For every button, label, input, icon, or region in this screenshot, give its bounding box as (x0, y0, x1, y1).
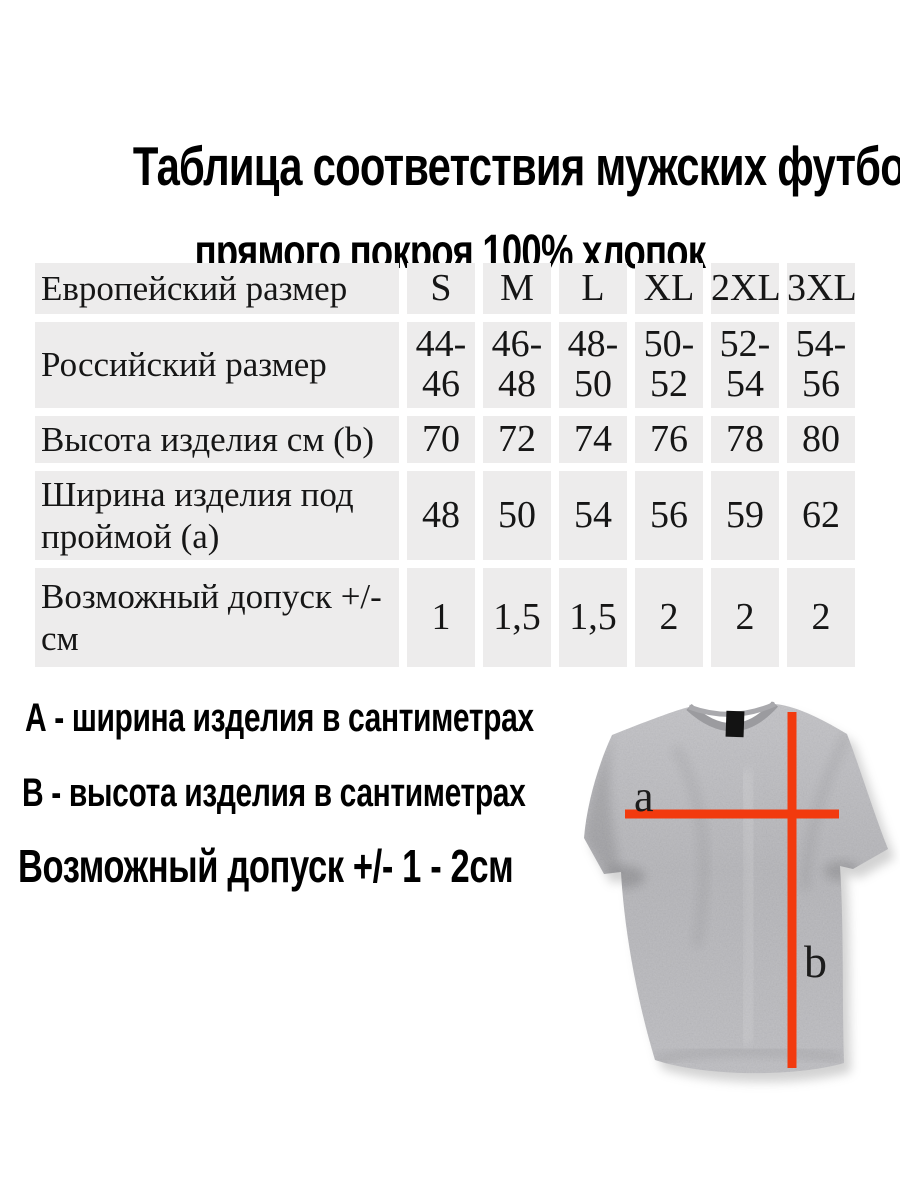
collar-tag (725, 710, 745, 738)
height-measure-label: b (804, 936, 827, 987)
table-row-tolerance: Возможный допуск +/- см 1 1,5 1,5 2 2 2 (35, 568, 855, 667)
cell-euro-2xl: 2XL (711, 263, 781, 314)
cell-rus-s: 44-46 (407, 322, 475, 408)
cell-width-xl: 56 (635, 471, 703, 560)
cell-euro-l: L (559, 263, 627, 314)
cell-height-xl: 76 (635, 416, 703, 463)
legend-tolerance: Возможный допуск +/- 1 - 2см (18, 839, 678, 893)
table-row-width: Ширина изделия под проймой (a) 48 50 54 … (35, 471, 855, 560)
table-row-euro-size: Европейский размер S M L XL 2XL 3XL (35, 263, 857, 314)
cell-tol-xl: 2 (635, 568, 703, 667)
legend-height-text: В - высота изделия в сантиметрах (22, 771, 526, 815)
legend-height: В - высота изделия в сантиметрах (22, 771, 693, 816)
cell-tol-l: 1,5 (559, 568, 627, 667)
cell-rus-m: 46-48 (483, 322, 551, 408)
row-label: Ширина изделия под проймой (a) (35, 471, 399, 560)
width-measure-label: a (634, 772, 654, 821)
table-row-height: Высота изделия см (b) 70 72 74 76 78 80 (35, 416, 855, 463)
size-table: Европейский размер S M L XL 2XL 3XL Росс… (27, 255, 863, 675)
cell-rus-3xl: 54-56 (787, 322, 855, 408)
cell-tol-m: 1,5 (483, 568, 551, 667)
cell-height-3xl: 80 (787, 416, 855, 463)
cell-rus-2xl: 52-54 (711, 322, 779, 408)
cell-tol-3xl: 2 (787, 568, 855, 667)
cell-euro-s: S (407, 263, 475, 314)
cell-euro-m: M (483, 263, 551, 314)
cell-euro-3xl: 3XL (787, 263, 857, 314)
cell-width-2xl: 59 (711, 471, 779, 560)
legend-tolerance-text: Возможный допуск +/- 1 - 2см (18, 840, 514, 892)
hem-shadow (654, 1047, 842, 1064)
page-title-text: Таблица соответствия мужских футболок (132, 134, 900, 197)
cell-height-l: 74 (559, 416, 627, 463)
legend-width-text: А - ширина изделия в сантиметрах (25, 696, 534, 740)
row-label: Высота изделия см (b) (35, 416, 399, 463)
cell-height-m: 72 (483, 416, 551, 463)
cell-height-2xl: 78 (711, 416, 779, 463)
cell-tol-2xl: 2 (711, 568, 779, 667)
cell-height-s: 70 (407, 416, 475, 463)
tshirt-measurement-diagram: a b (555, 685, 900, 1105)
table-row-russian-size: Российский размер 44-46 46-48 48-50 50-5… (35, 322, 855, 408)
cell-width-3xl: 62 (787, 471, 855, 560)
row-label: Российский размер (35, 322, 399, 408)
cell-rus-l: 48-50 (559, 322, 627, 408)
fold-line (670, 744, 709, 948)
row-label: Европейский размер (35, 263, 399, 314)
cell-width-m: 50 (483, 471, 551, 560)
cell-euro-xl: XL (635, 263, 703, 314)
legend-width: А - ширина изделия в сантиметрах (25, 696, 703, 741)
center-highlight (737, 769, 760, 1046)
page-title: Таблица соответствия мужских футболок (0, 138, 900, 194)
cell-rus-xl: 50-52 (635, 322, 703, 408)
row-label: Возможный допуск +/- см (35, 568, 399, 667)
cell-width-s: 48 (407, 471, 475, 560)
tshirt-image: a b (584, 701, 895, 1083)
left-sleeve-shade (585, 735, 621, 873)
cell-tol-s: 1 (407, 568, 475, 667)
cell-width-l: 54 (559, 471, 627, 560)
